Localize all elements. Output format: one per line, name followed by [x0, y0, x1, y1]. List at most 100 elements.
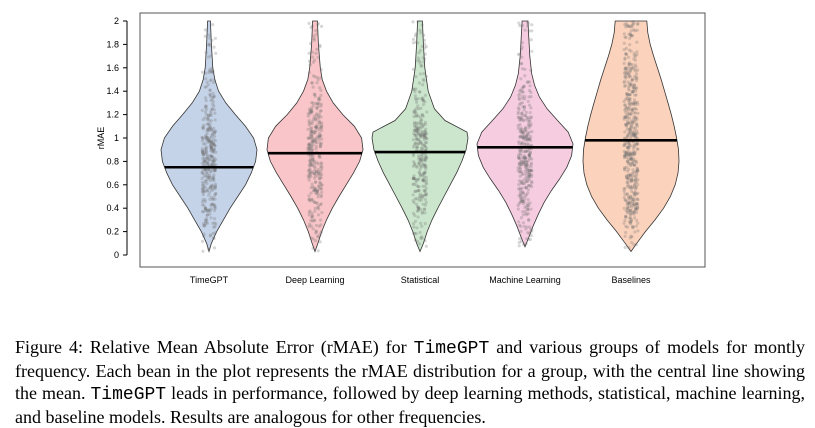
bean-point — [421, 124, 425, 128]
bean-point — [631, 202, 635, 206]
y-tick-label: 1.8 — [106, 39, 119, 49]
bean-point — [626, 207, 630, 211]
bean-point — [627, 152, 631, 156]
bean-point — [519, 188, 523, 192]
bean-point — [422, 132, 426, 136]
y-tick-label: 1.4 — [106, 86, 119, 96]
bean-point — [209, 154, 213, 158]
bean-point — [205, 171, 209, 175]
bean-point — [635, 202, 639, 206]
bean-point — [418, 164, 423, 168]
bean-point — [632, 83, 637, 87]
bean-point — [632, 185, 636, 190]
bean-point — [209, 119, 213, 123]
bean-point — [422, 138, 426, 142]
bean-point — [520, 181, 524, 185]
bean-point — [210, 143, 214, 147]
bean-point — [517, 202, 521, 206]
bean-point — [516, 166, 520, 170]
bean-point — [206, 161, 210, 165]
bean-point — [629, 194, 633, 198]
bean-point — [624, 115, 628, 119]
bean-point — [523, 113, 528, 118]
bean-point — [517, 107, 521, 111]
bean-point — [308, 112, 312, 116]
bean-point — [626, 206, 630, 210]
bean-point — [411, 211, 416, 215]
bean-point — [319, 230, 324, 234]
bean-point — [523, 114, 527, 118]
bean-point — [204, 134, 208, 138]
bean-point — [421, 171, 425, 176]
bean-point — [634, 131, 638, 135]
bean-point — [418, 72, 422, 76]
bean-point — [307, 119, 311, 123]
bean-point — [416, 206, 420, 210]
bean-point — [214, 157, 218, 162]
bean-point — [520, 112, 524, 116]
bean-point — [526, 123, 531, 127]
bean-point — [622, 189, 626, 193]
bean-point — [204, 85, 208, 89]
bean-point — [629, 69, 633, 73]
bean-point — [307, 197, 311, 201]
bean-point — [210, 107, 214, 111]
bean-point — [319, 202, 323, 206]
bean-point — [516, 106, 520, 110]
bean-point — [519, 239, 524, 243]
bean-point — [422, 72, 426, 76]
bean-point — [212, 236, 216, 240]
bean-point — [310, 108, 314, 112]
bean-point — [317, 154, 321, 158]
bean-point — [420, 211, 424, 215]
bean-point — [209, 78, 213, 82]
bean-point — [635, 192, 639, 196]
bean-point — [625, 146, 629, 150]
bean-point — [420, 224, 424, 228]
bean-point — [207, 168, 211, 172]
bean-point — [411, 37, 415, 42]
bean-point — [411, 176, 415, 180]
bean-point — [315, 189, 319, 193]
bean-point — [209, 146, 213, 150]
bean-point — [519, 77, 523, 81]
bean-point — [627, 141, 631, 145]
bean-point — [634, 93, 638, 97]
bean-point — [319, 76, 323, 80]
bean-point — [630, 161, 634, 165]
bean-point — [631, 174, 635, 178]
bean-point — [203, 198, 207, 202]
bean-point — [424, 200, 428, 204]
bean-point — [213, 182, 217, 186]
bean-point — [421, 194, 425, 199]
bean-point — [200, 176, 204, 181]
bean-point — [413, 219, 418, 223]
bean-point — [636, 198, 640, 202]
bean-point — [307, 144, 311, 148]
bean-point — [201, 221, 206, 226]
bean-point — [526, 21, 530, 26]
bean-point — [530, 23, 534, 27]
bean-point — [212, 126, 216, 130]
bean-point — [416, 20, 420, 24]
bean-point — [519, 192, 523, 196]
bean-point — [309, 127, 313, 131]
bean-point — [518, 128, 522, 132]
bean-point — [415, 226, 419, 230]
bean-point — [306, 143, 311, 147]
bean-point — [313, 117, 317, 121]
bean-point — [419, 64, 423, 68]
bean-point — [205, 132, 209, 136]
bean-point — [213, 118, 217, 122]
bean-point — [200, 161, 205, 165]
bean-point — [206, 209, 210, 213]
bean-point — [636, 142, 640, 146]
bean-point — [633, 134, 637, 138]
bean-point — [626, 24, 630, 28]
bean-point — [419, 122, 423, 126]
bean-point — [518, 24, 522, 28]
bean-point — [522, 108, 526, 112]
bean-point — [518, 166, 522, 170]
bean-point — [310, 149, 314, 153]
bean-point — [415, 127, 419, 131]
